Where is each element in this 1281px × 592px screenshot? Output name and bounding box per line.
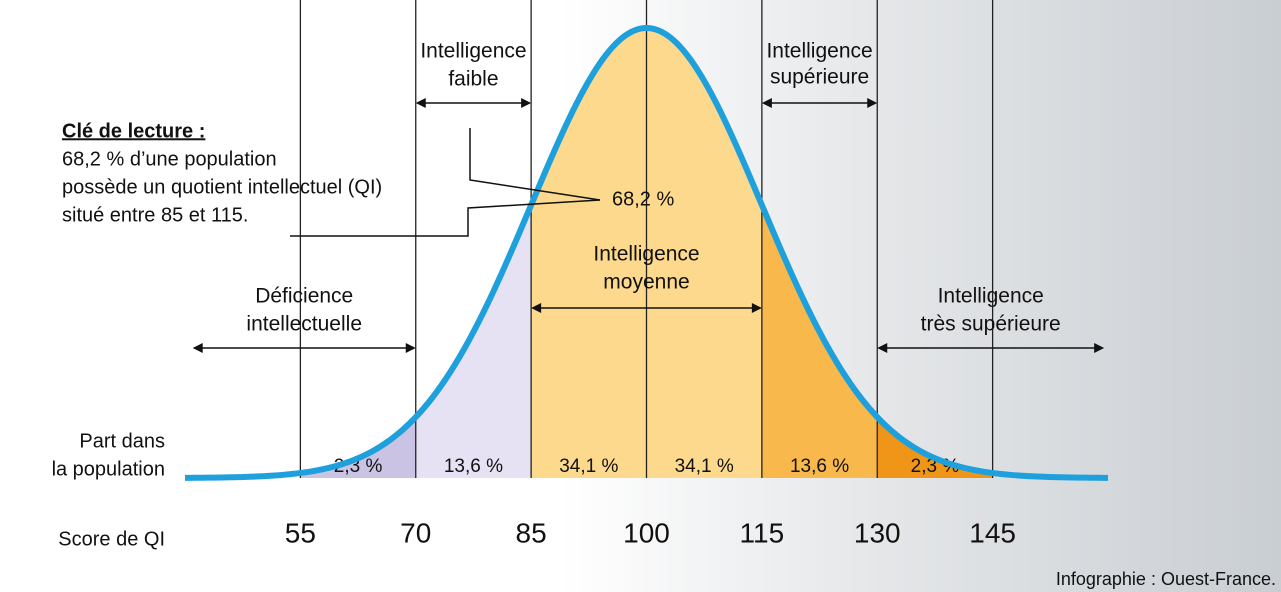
annotation-label: Intelligence (766, 40, 872, 63)
x-label: Score de QI (58, 528, 165, 550)
annotation-label: faible (448, 68, 498, 91)
key-line: 68,2 % d’une population (62, 148, 277, 170)
key-line: possède un quotient intellectuel (QI) (62, 176, 382, 198)
credit: Infographie : Ouest-France. (1056, 569, 1276, 589)
y-label: la population (52, 458, 165, 480)
y-label: Part dans (79, 430, 165, 452)
x-tick-label: 70 (400, 517, 431, 548)
x-tick-label: 145 (969, 517, 1016, 548)
annotation-label: Intelligence (593, 243, 699, 266)
annotation-label: Intelligence (420, 40, 526, 63)
value-label: 34,1 % (559, 456, 618, 477)
key-line: situé entre 85 et 115. (62, 204, 248, 226)
annotation-label: Intelligence (938, 285, 1044, 308)
value-label: 13,6 % (444, 456, 503, 477)
value-label: 34,1 % (675, 456, 734, 477)
x-tick-label: 130 (854, 517, 901, 548)
x-tick-label: 55 (285, 517, 316, 548)
x-tick-label: 85 (516, 517, 547, 548)
chart: 2,3 %13,6 %34,1 %34,1 %13,6 %2,3 %557085… (0, 0, 1281, 592)
annotation-label: Déficience (255, 285, 353, 308)
x-tick-label: 100 (623, 517, 670, 548)
callout: 68,2 % (612, 188, 674, 210)
annotation-label: très supérieure (921, 313, 1061, 336)
x-tick-label: 115 (740, 517, 785, 548)
annotation-label: moyenne (603, 271, 689, 294)
key-title: Clé de lecture : (62, 120, 205, 142)
value-label: 13,6 % (790, 456, 849, 477)
annotation-label: supérieure (770, 66, 869, 89)
annotation-label: intellectuelle (246, 313, 362, 336)
